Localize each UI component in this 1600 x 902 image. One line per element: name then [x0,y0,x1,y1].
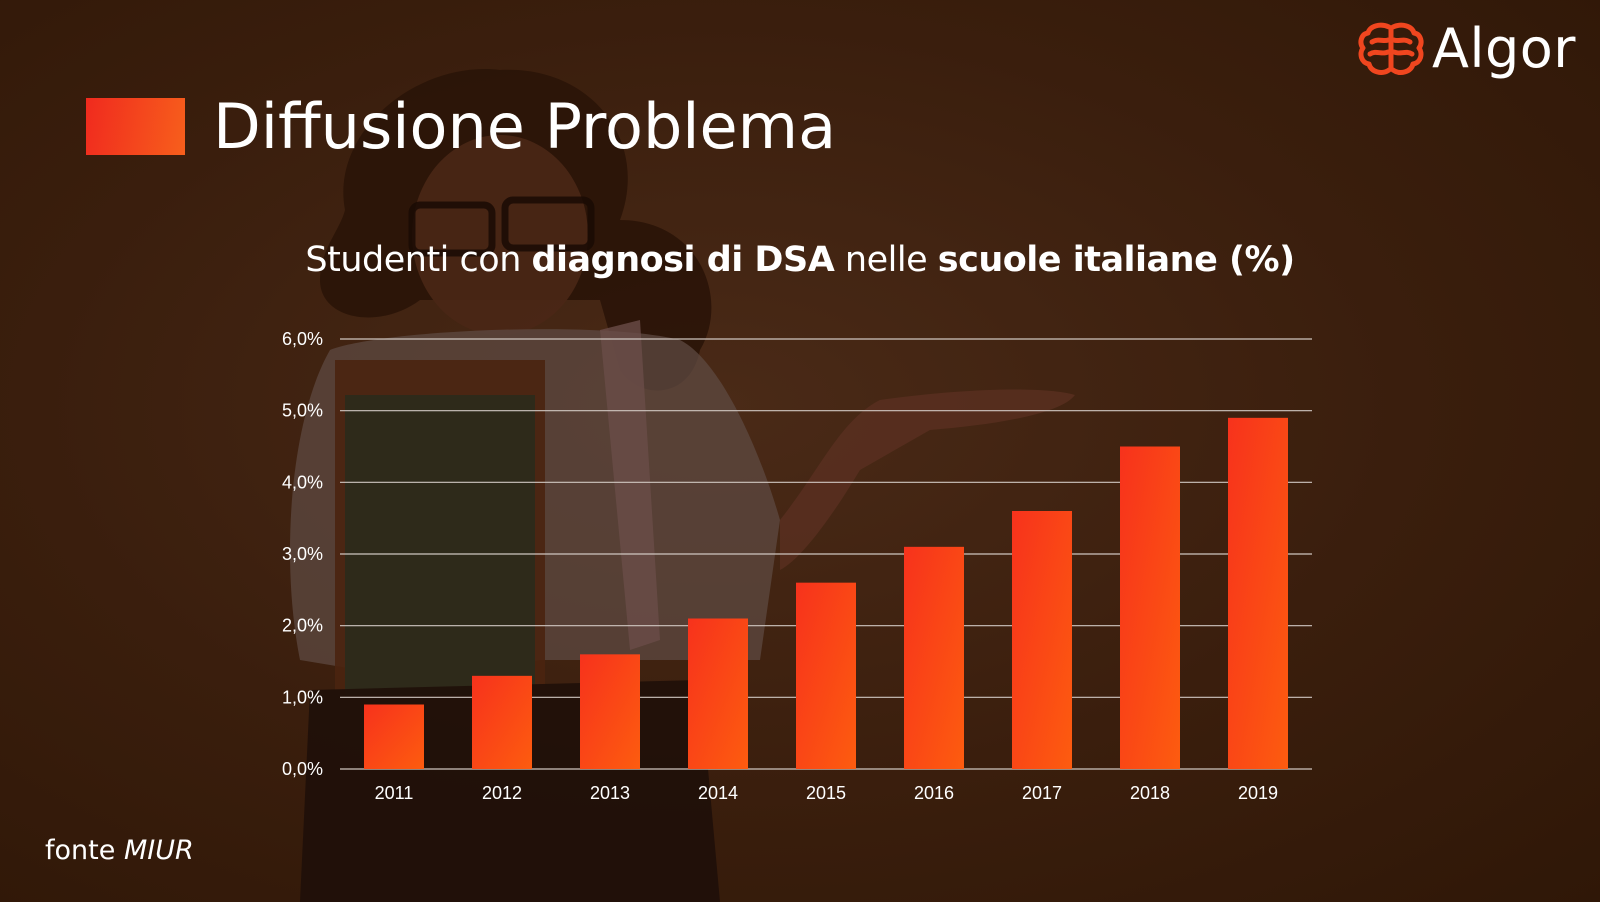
x-tick-label: 2013 [590,783,630,803]
y-tick-label: 4,0% [282,472,323,492]
page-title: Diffusione Problema [213,90,837,163]
bar-2011 [364,704,424,769]
y-tick-label: 2,0% [282,616,323,636]
x-tick-label: 2014 [698,783,738,803]
brand-logo: Algor [1358,18,1576,80]
y-tick-label: 0,0% [282,759,323,779]
source-name: MIUR [123,835,194,866]
y-axis-labels: 0,0% 1,0% 2,0% 3,0% 4,0% 5,0% 6,0% [282,329,323,779]
x-axis-labels: 2011 2012 2013 2014 2015 2016 2017 2018 2019 [375,783,1278,803]
x-tick-label: 2011 [375,783,414,803]
bar-2019 [1228,417,1288,769]
source-label: fonte [45,835,116,866]
x-tick-label: 2018 [1130,783,1170,803]
chart-title: Studenti con diagnosi di DSA nelle scuol… [0,232,1600,288]
chart-bars [364,417,1288,769]
bar-2017 [1012,511,1072,769]
bar-2012 [472,675,532,769]
brand-name: Algor [1432,17,1576,80]
x-tick-label: 2016 [914,783,954,803]
y-tick-label: 3,0% [282,544,323,564]
brain-icon [1358,22,1424,75]
bar-2016 [904,546,964,769]
chart-title-part4: scuole italiane (%) [937,240,1295,280]
source-note: fonte MIUR [45,832,194,870]
chart-title-part1: Studenti con [305,240,532,280]
x-tick-label: 2012 [482,783,522,803]
x-tick-label: 2019 [1238,783,1278,803]
x-tick-label: 2017 [1022,783,1062,803]
bar-2014 [688,618,748,769]
title-accent-square [86,98,185,155]
y-tick-label: 6,0% [282,329,323,349]
bar-2018 [1120,446,1180,769]
bar-2015 [796,582,856,769]
chart-title-part2: diagnosi di DSA [531,240,835,280]
x-tick-label: 2015 [806,783,846,803]
chart-title-part3: nelle [834,240,938,280]
y-tick-label: 5,0% [282,401,323,421]
y-tick-label: 1,0% [282,687,323,707]
bar-2013 [580,654,640,769]
